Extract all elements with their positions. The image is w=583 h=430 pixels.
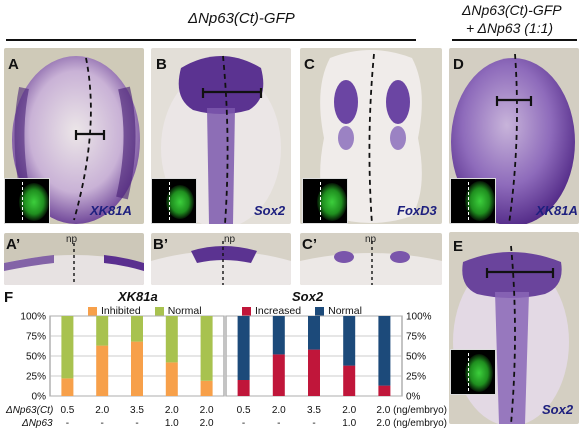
chart2-ytick: 50% (406, 352, 426, 363)
dose-row1-label: ΔNp63(Ct) (6, 405, 54, 416)
chart2-bar-increased (378, 385, 391, 396)
chart1-ytick: 75% (26, 332, 46, 343)
header-right-title-1: ΔNp63(Ct)-GFP (462, 2, 562, 18)
dose-row1-cell: 2.0 (95, 405, 110, 416)
dose-row1-cell: 0.5 (60, 405, 75, 416)
panel-c-label: C (304, 56, 315, 73)
chart1-bar-inhibited (165, 362, 178, 396)
section-a2 (4, 243, 144, 285)
chart2-legend-label-1: Normal (328, 305, 362, 317)
dose-row1-cell: 0.5 (236, 405, 251, 416)
dose-row2-cell: - (100, 418, 104, 429)
chart1-bar-normal (165, 316, 178, 363)
chart1-ytick: 25% (26, 372, 46, 383)
dose-row2-cell: - (65, 418, 70, 429)
chart2-bar-normal (272, 316, 285, 355)
chart2-bar-increased (343, 365, 356, 396)
chart1-ytick: 0% (32, 392, 47, 403)
panel-c2-np: np (365, 234, 377, 245)
dose-row1-cell: 3.5 (130, 405, 144, 416)
chart2-bar-increased (308, 349, 320, 396)
dose-row1-cell: 2.0 (271, 405, 286, 416)
dose-row2-cell: 2.0 (199, 418, 214, 429)
chart1-bar-inhibited (131, 341, 143, 396)
chart1-ytick: 50% (26, 352, 46, 363)
panel-e-gfp-inset (450, 349, 496, 395)
panel-c2-label: C’ (302, 236, 317, 253)
panel-a2-label: A’ (6, 236, 21, 253)
chart1-bar-inhibited (96, 345, 109, 396)
header-left-title: ΔNp63(Ct)-GFP (188, 10, 295, 27)
chart1-legend-swatch-1 (154, 306, 164, 316)
panel-c-gfp-inset (302, 178, 348, 224)
panel-b-gene: Sox2 (254, 203, 286, 218)
panel-a-label: A (8, 56, 19, 73)
panel-d-gene: XK81A (536, 203, 578, 218)
dose-row2-cell: - (241, 418, 246, 429)
chart2-ytick: 25% (406, 372, 426, 383)
panel-c-gene: FoxD3 (397, 203, 437, 218)
chart1-title: XK81a (118, 289, 158, 304)
chart1-bar-inhibited (61, 378, 74, 396)
header-left-rule (6, 39, 416, 41)
panel-b-label: B (156, 56, 167, 73)
dose-row1-cell: 2.0 (ng/embryo) (376, 405, 447, 416)
chart1-bar-normal (200, 316, 213, 381)
chart2-legend-label-0: Increased (255, 305, 302, 317)
chart2-bar-normal (343, 316, 356, 366)
chart2-ytick: 75% (406, 332, 426, 343)
header-right-title-2: + ΔNp63 (1:1) (466, 20, 554, 36)
dose-row2-label: ΔNp63 (22, 418, 53, 429)
chart1-ytick: 100% (20, 312, 46, 323)
panel-f-label: F (4, 289, 14, 306)
header-right-rule (452, 39, 577, 41)
chart2-bar-increased (237, 380, 250, 396)
chart1-legend-label-1: Normal (167, 305, 202, 317)
dose-row1-cell: 2.0 (342, 405, 357, 416)
chart1-bar-normal (96, 316, 109, 346)
chart2-bar-increased (272, 354, 285, 396)
dose-row2-cell: 1.0 (164, 418, 179, 429)
chart1-bar-inhibited (200, 380, 213, 396)
panel-e-gene: Sox2 (542, 402, 574, 417)
chart1-bar-normal (61, 316, 74, 379)
dose-row2-cell: 1.0 (342, 418, 357, 429)
dose-row2-cell: - (277, 418, 281, 429)
panel-b-gfp-inset (151, 178, 197, 224)
panel-e-label: E (453, 238, 464, 255)
panel-a-gene: XK81A (90, 203, 132, 218)
panel-b2-image (151, 233, 291, 285)
section-c2 (300, 241, 442, 285)
chart1-bar-normal (131, 316, 143, 342)
chart2-bar-normal (308, 316, 320, 350)
chart2-bar-normal (237, 316, 250, 380)
chart2-legend-swatch-1 (315, 306, 325, 316)
panel-a2-image (4, 233, 144, 285)
chart1-legend-label-0: Inhibited (101, 305, 141, 317)
panel-b2-label: B’ (153, 236, 168, 253)
panel-a2-np: np (66, 234, 78, 245)
panel-c2-image (300, 233, 442, 285)
panel-a-gfp-inset (4, 178, 50, 224)
chart2-bar-normal (378, 316, 391, 386)
chart2-legend-swatch-0 (242, 306, 251, 316)
panel-d-label: D (453, 56, 464, 73)
dose-row1-cell: 2.0 (164, 405, 179, 416)
chart1-legend-swatch-0 (88, 306, 97, 316)
chart2-ytick: 0% (406, 392, 421, 403)
chart2-legend: Increased Normal (242, 305, 362, 317)
dose-row2-cell: - (135, 418, 139, 429)
section-b2 (151, 241, 291, 285)
chart1-legend: Inhibited Normal (88, 305, 202, 317)
dose-row1-cell: 2.0 (199, 405, 214, 416)
dose-row1-cell: 3.5 (307, 405, 321, 416)
panel-d-gfp-inset (450, 178, 496, 224)
chart2-ytick: 100% (406, 312, 432, 323)
panel-b2-np: np (224, 234, 236, 245)
chart2-title: Sox2 (292, 289, 324, 304)
dose-row2-cell: - (312, 418, 316, 429)
embryo-b (161, 55, 281, 224)
dose-row2-cell: 2.0 (ng/embryo) (376, 418, 447, 429)
